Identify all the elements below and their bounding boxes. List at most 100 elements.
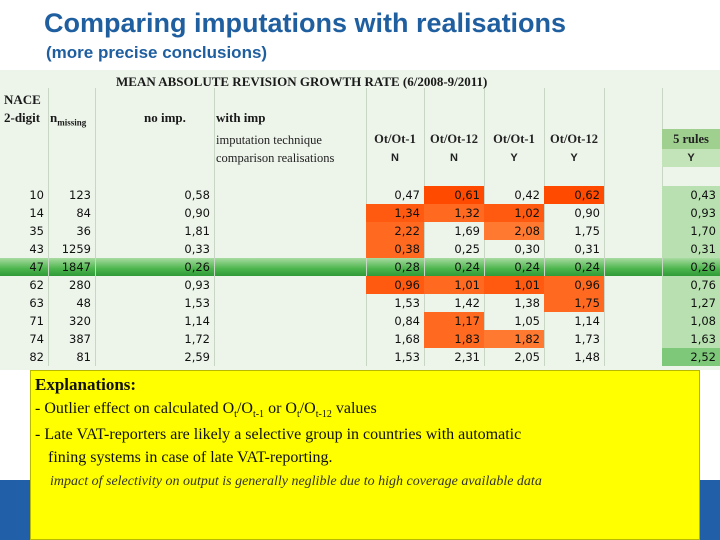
table-cell-value: 1,53 [394, 296, 420, 310]
table-cell-value: 1,75 [574, 224, 600, 238]
explanations-box: Explanations: - Outlier effect on calcul… [30, 370, 700, 540]
table-cell-value: 0,31 [574, 242, 600, 256]
table-cell-nace: 43 [29, 242, 44, 256]
table-cell-value: 0,24 [574, 260, 600, 274]
table-cell-value: 2,08 [484, 222, 544, 240]
grid-line [214, 88, 215, 366]
footer-band-left [0, 480, 30, 540]
method-flag: N [391, 152, 399, 164]
table-cell-nace: 10 [29, 188, 44, 202]
five-rules-flag-bg [662, 149, 720, 167]
col-nace-label: NACE [4, 92, 41, 107]
highlight-row-47 [0, 258, 720, 276]
table-row: 47 1847 0,26 0,28 0,24 0,24 0,24 0,26 [0, 258, 720, 276]
table-cell-n: 1259 [61, 242, 91, 256]
table-cell-noimp: 0,33 [184, 242, 210, 256]
table-cell-value: 0,28 [394, 260, 420, 274]
table-cell-value: 1,68 [394, 332, 420, 346]
table-cell-value: 1,32 [424, 204, 484, 222]
page-subtitle: (more precise conclusions) [46, 43, 268, 62]
table-row: 63 48 1,53 1,53 1,42 1,38 1,75 1,27 [0, 294, 720, 312]
table-cell-value: 0,24 [514, 260, 540, 274]
explanation-note: impact of selectivity on output is gener… [50, 474, 542, 489]
table-cell-noimp: 1,53 [184, 296, 210, 310]
explanation-line-3: fining systems in case of late VAT-repor… [48, 449, 333, 466]
table-cell-value: 1,01 [424, 276, 484, 294]
method-flag: Y [570, 152, 578, 164]
table-cell-value: 1,17 [424, 312, 484, 330]
explanation-line-1: - Outlier effect on calculated Ot/Ot-1 o… [35, 400, 377, 421]
table-cell-nace: 71 [29, 314, 44, 328]
table-cell-value: 1,53 [394, 350, 420, 364]
table-row: 10 123 0,58 0,47 0,61 0,42 0,62 0,43 [0, 186, 720, 204]
table-row: 82 81 2,59 1,53 2,31 2,05 1,48 2,52 [0, 348, 720, 366]
table-cell-n: 320 [69, 314, 91, 328]
table-row: 43 1259 0,33 0,38 0,25 0,30 0,31 0,31 [0, 240, 720, 258]
five-rules-header-bg [662, 129, 720, 149]
table-row: 62 280 0,93 0,96 1,01 1,01 0,96 0,76 [0, 276, 720, 294]
table-cell-value: 1,48 [574, 350, 600, 364]
table-cell-value: 1,14 [574, 314, 600, 328]
row-comparison-label: comparison realisations [216, 151, 335, 165]
table-cell-noimp: 1,72 [184, 332, 210, 346]
table-cell-value: 2,05 [514, 350, 540, 364]
grid-line [604, 88, 605, 366]
table-cell-value: 0,76 [662, 276, 720, 294]
table-cell-n: 280 [69, 278, 91, 292]
table-cell-value: 1,02 [484, 204, 544, 222]
table-cell-value: 0,26 [690, 260, 716, 274]
table-cell-value: 1,63 [662, 330, 720, 348]
table-cell-value: 0,38 [366, 240, 424, 258]
col-2digit-label: 2-digit [4, 110, 41, 125]
table-cell-value: 1,01 [484, 276, 544, 294]
table-row: 71 320 1,14 0,84 1,17 1,05 1,14 1,08 [0, 312, 720, 330]
table-cell-value: 1,82 [484, 330, 544, 348]
table-cell-value: 0,30 [514, 242, 540, 256]
method-flag: Y [687, 152, 695, 164]
table-cell-n: 48 [76, 296, 91, 310]
table-cell-noimp: 0,26 [184, 260, 210, 274]
table-cell-value: 2,31 [454, 350, 480, 364]
page-title: Comparing imputations with realisations [44, 8, 567, 38]
table-cell-value: 0,43 [662, 186, 720, 204]
grid-line [424, 88, 425, 366]
table-title: MEAN ABSOLUTE REVISION GROWTH RATE (6/20… [116, 74, 488, 89]
table-cell-nace: 47 [29, 260, 44, 274]
table-cell-value: 1,05 [514, 314, 540, 328]
method-header: Ot/Ot-1 [374, 132, 416, 146]
col-nmissing-label: nmissing [50, 110, 87, 128]
spreadsheet-area [0, 70, 720, 370]
table-cell-nace: 62 [29, 278, 44, 292]
table-cell-value: 1,70 [662, 222, 720, 240]
table-cell-value: 0,84 [394, 314, 420, 328]
grid-line [48, 88, 49, 366]
table-cell-value: 0,90 [574, 206, 600, 220]
explanation-line-2: - Late VAT-reporters are likely a select… [35, 426, 522, 443]
table-cell-n: 1847 [61, 260, 91, 274]
grid-line [95, 88, 96, 366]
table-cell-value: 2,52 [662, 348, 720, 366]
table-cell-value: 1,34 [366, 204, 424, 222]
table-cell-value: 1,83 [424, 330, 484, 348]
table-cell-nace: 35 [29, 224, 44, 238]
table-cell-value: 0,31 [662, 240, 720, 258]
table-cell-noimp: 1,14 [184, 314, 210, 328]
col-withimp-label: with imp [216, 110, 266, 125]
table-cell-value: 0,25 [454, 242, 480, 256]
explanations-heading: Explanations: [35, 375, 137, 394]
table-cell-nace: 63 [29, 296, 44, 310]
method-header: Ot/Ot-1 [493, 132, 535, 146]
table-cell-noimp: 0,90 [184, 206, 210, 220]
table-cell-value: 1,75 [544, 294, 604, 312]
method-header: Ot/Ot-12 [550, 132, 598, 146]
method-flag: Y [510, 152, 518, 164]
table-cell-value: 2,22 [366, 222, 424, 240]
table-cell-n: 81 [76, 350, 91, 364]
table-cell-value: 0,61 [424, 186, 484, 204]
method-header: 5 rules [673, 132, 709, 146]
table-row: 35 36 1,81 2,22 1,69 2,08 1,75 1,70 [0, 222, 720, 240]
table-cell-nace: 74 [29, 332, 44, 346]
table-cell-value: 0,42 [514, 188, 540, 202]
table-cell-value: 0,62 [544, 186, 604, 204]
grid-line [544, 88, 545, 366]
